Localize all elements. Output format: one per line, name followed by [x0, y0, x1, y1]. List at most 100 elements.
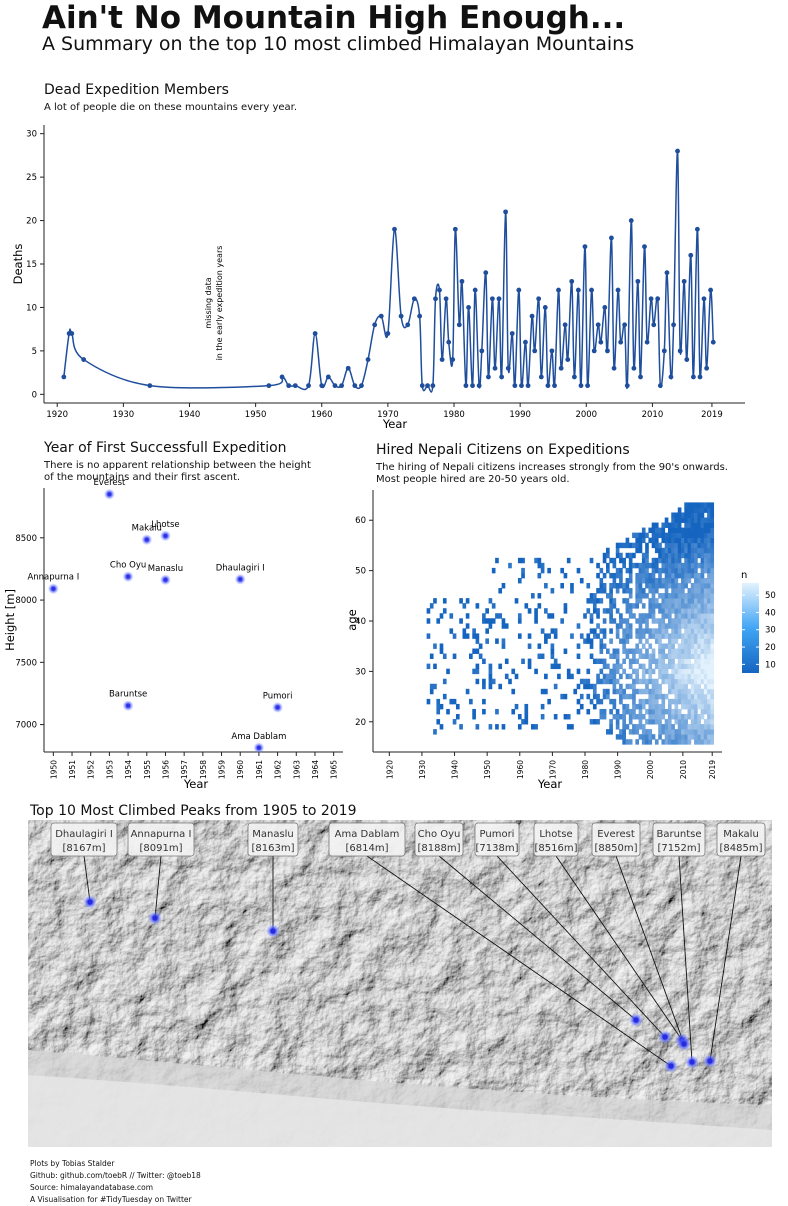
- heatmap-cell: [560, 618, 565, 624]
- heatmap-cell: [703, 583, 708, 589]
- heatmap-cell: [553, 683, 558, 690]
- heatmap-cell: [684, 678, 688, 685]
- x-tick-label: 1961: [255, 760, 264, 779]
- heatmap-cell: [439, 724, 444, 730]
- heatmap-cell: [674, 693, 679, 700]
- heatmap-cell: [671, 663, 675, 670]
- heatmap-cell: [612, 663, 617, 670]
- heatmap-cell: [658, 668, 662, 675]
- heatmap-cell: [707, 714, 711, 720]
- death-data-point: [542, 305, 548, 310]
- death-data-point: [545, 383, 551, 389]
- heatmap-cell: [638, 719, 643, 725]
- heatmap-cell: [599, 648, 604, 654]
- heatmap-cell: [694, 729, 698, 735]
- peak-scatter-label: Makalu: [132, 524, 162, 534]
- heatmap-cell: [707, 623, 711, 629]
- heatmap-cell: [681, 693, 685, 700]
- heatmap-cell: [547, 567, 551, 574]
- heatmap-cell: [619, 714, 623, 720]
- heatmap-cell: [703, 734, 708, 740]
- heatmap-cell: [488, 673, 493, 680]
- heatmap-cell: [498, 663, 503, 670]
- heatmap-cell: [687, 603, 692, 609]
- heatmap-cell: [690, 683, 695, 690]
- heatmap-cell: [635, 714, 640, 720]
- heatmap-cell: [609, 608, 613, 614]
- heatmap-cell: [615, 734, 620, 740]
- heatmap-cell: [651, 537, 656, 544]
- heatmap-cell: [710, 517, 715, 523]
- heatmap-cell: [671, 567, 675, 574]
- heatmap-cell: [501, 583, 506, 589]
- heatmap-cell: [684, 688, 688, 695]
- heatmap-cell: [579, 577, 584, 584]
- heatmap-cell: [654, 562, 659, 569]
- death-data-point: [512, 383, 518, 389]
- heatmap-cell: [501, 618, 506, 624]
- heatmap-cell: [615, 714, 620, 720]
- death-data-point: [439, 357, 445, 362]
- heatmap-cell: [658, 542, 662, 549]
- heatmap-cell: [664, 623, 669, 629]
- heatmap-cell: [697, 724, 701, 730]
- heatmap-cell: [694, 593, 698, 599]
- heatmap-cell: [586, 668, 591, 675]
- heatmap-cell: [661, 608, 666, 614]
- heatmap-cell: [681, 613, 685, 619]
- heatmap-cell: [592, 603, 597, 609]
- heatmap-cell: [694, 502, 698, 508]
- death-data-point: [585, 383, 591, 389]
- heatmap-cell: [654, 663, 659, 670]
- heatmap-cell: [677, 653, 682, 659]
- heatmap-cell: [674, 593, 679, 599]
- heatmap-cell: [697, 623, 701, 629]
- heatmap-cell: [638, 547, 643, 554]
- heatmap-cell: [654, 567, 659, 574]
- lowland-plain-south: [28, 1075, 772, 1147]
- heatmap-cell: [439, 703, 444, 710]
- heatmap-cell: [664, 643, 669, 649]
- nepali-chart-subtitle-line1: The hiring of Nepali citizens increases …: [376, 462, 728, 473]
- x-tick-label: 1952: [87, 760, 96, 779]
- heatmap-cell: [609, 613, 613, 619]
- heatmap-cell: [690, 729, 695, 735]
- heatmap-cell: [645, 683, 649, 690]
- heatmap-cell: [622, 618, 626, 624]
- peak-scatter-point-core: [51, 586, 56, 591]
- heatmap-cell: [609, 603, 613, 609]
- heatmap-cell: [671, 623, 675, 629]
- heatmap-cell: [648, 583, 653, 589]
- heatmap-cell: [707, 567, 711, 574]
- heatmap-cell: [681, 729, 685, 735]
- heatmap-cell: [609, 593, 613, 599]
- heatmap-cell: [619, 683, 623, 690]
- heatmap-cell: [628, 683, 633, 690]
- death-data-point: [405, 322, 411, 328]
- heatmap-cell: [684, 577, 688, 584]
- heatmap-cell: [664, 547, 669, 554]
- heatmap-cell: [651, 608, 656, 614]
- heatmap-cell: [667, 739, 672, 745]
- heatmap-cell: [540, 628, 545, 634]
- heatmap-cell: [654, 693, 659, 700]
- heatmap-cell: [648, 693, 653, 700]
- heatmap-cell: [677, 588, 682, 594]
- heatmap-cell: [651, 714, 656, 720]
- heatmap-cell: [697, 729, 701, 735]
- heatmap-cell: [599, 678, 604, 685]
- heatmap-cell: [667, 562, 672, 569]
- heatmap-cell: [687, 517, 692, 523]
- heatmap-cell: [700, 502, 705, 508]
- heatmap-cell: [625, 608, 630, 614]
- heatmap-cell: [684, 628, 688, 634]
- heatmap-cell: [661, 628, 666, 634]
- heatmap-cell: [612, 598, 617, 604]
- heatmap-cell: [664, 708, 669, 715]
- heatmap-cell: [550, 663, 555, 670]
- heatmap-cell: [658, 714, 662, 720]
- peak-scatter-point-core: [107, 492, 112, 497]
- heatmap-cell: [710, 693, 715, 700]
- death-data-point: [644, 339, 650, 345]
- heatmap-cell: [586, 678, 591, 685]
